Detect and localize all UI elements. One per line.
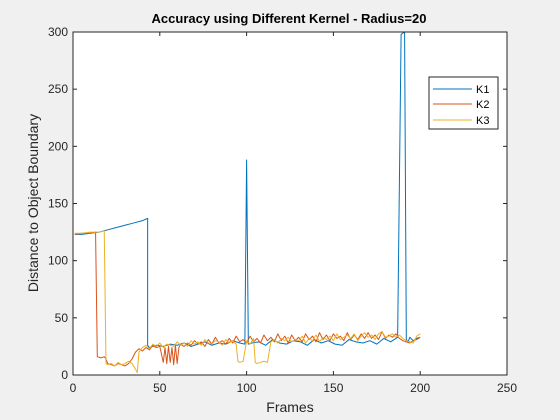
chart-title: Accuracy using Different Kernel - Radius… xyxy=(152,11,427,26)
series-line-k1 xyxy=(74,32,421,349)
axis-ticks: 0 50 100 150 200 250 0 50 100 150 200 250 300 xyxy=(48,25,517,395)
legend: K1 K2 K3 xyxy=(428,76,499,130)
x-axis-label: Frames xyxy=(266,399,313,415)
y-tick-label: 0 xyxy=(61,368,68,382)
legend-label-k3: K3 xyxy=(476,115,489,127)
x-tick-label: 0 xyxy=(70,381,77,395)
series-line-k3 xyxy=(74,230,421,374)
y-tick-label: 300 xyxy=(48,25,68,39)
x-tick-label: 50 xyxy=(153,381,167,395)
series-line-k2 xyxy=(74,231,421,367)
y-tick-label: 250 xyxy=(48,82,68,96)
y-axis-label: Distance to Object Boundary xyxy=(25,114,41,292)
legend-label-k1: K1 xyxy=(476,84,489,96)
y-tick-label: 150 xyxy=(48,197,68,211)
y-tick-label: 200 xyxy=(48,139,68,153)
y-tick-label: 50 xyxy=(55,311,69,325)
x-tick-label: 200 xyxy=(410,381,430,395)
x-tick-label: 250 xyxy=(497,381,517,395)
series-lines xyxy=(74,32,421,374)
y-tick-label: 100 xyxy=(48,254,68,268)
legend-label-k2: K2 xyxy=(476,99,489,111)
x-tick-label: 100 xyxy=(237,381,257,395)
x-tick-label: 150 xyxy=(323,381,343,395)
